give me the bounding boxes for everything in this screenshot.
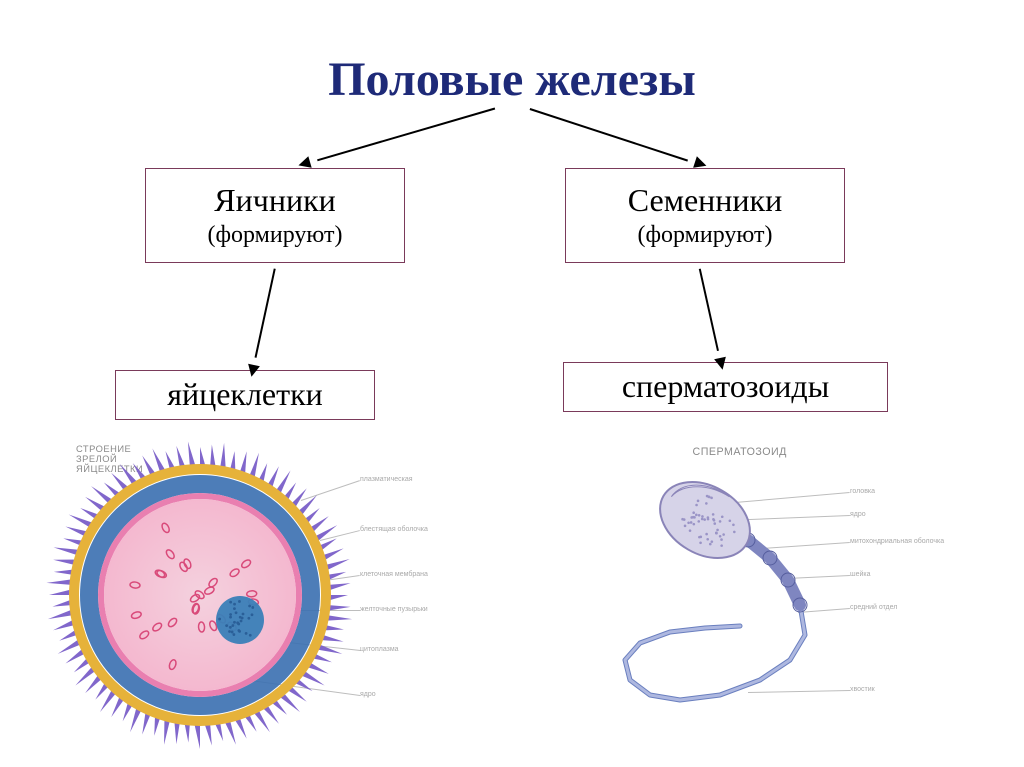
node-ovaries-label: Яичники [214, 183, 335, 218]
arrow-line [699, 269, 719, 352]
callout-label: блестящая оболочка [360, 526, 428, 533]
callout-label: хвостик [850, 686, 875, 693]
node-sperm-cells: сперматозоиды [563, 362, 888, 412]
arrow-head-icon [246, 364, 260, 378]
node-ovaries: Яичники (формируют) [145, 168, 405, 263]
node-testes-sublabel: (формируют) [638, 222, 773, 248]
callout-label: головка [850, 488, 875, 495]
page-title: Половые железы [0, 52, 1024, 107]
callout-label: желточные пузырьки [360, 606, 428, 613]
callout-label: плазматическая [360, 476, 413, 483]
callout-label: митохондриальная оболочка [850, 538, 944, 545]
callout-label: цитоплазма [360, 646, 399, 653]
callout-label: ядро [850, 511, 866, 518]
callout-label: ядро [360, 691, 376, 698]
arrow-line [255, 269, 276, 358]
node-egg-cells-label: яйцеклетки [167, 377, 323, 412]
node-testes: Семенники (формируют) [565, 168, 845, 263]
node-ovaries-sublabel: (формируют) [208, 222, 343, 248]
sperm-figure-title: СПЕРМАТОЗОИД [693, 446, 787, 458]
node-sperm-cells-label: сперматозоиды [622, 369, 829, 404]
arrow-line [530, 108, 688, 161]
callout-label: шейка [850, 571, 871, 578]
egg-figure-title: СТРОЕНИЕ ЗРЕЛОЙ ЯЙЦЕКЛЕТКИ [76, 444, 166, 474]
arrow-head-icon [714, 357, 728, 371]
callout-line [285, 610, 360, 611]
callout-label: клеточная мембрана [360, 571, 428, 578]
egg-figure-panel [70, 440, 440, 730]
node-egg-cells: яйцеклетки [115, 370, 375, 420]
callout-label: средний отдел [850, 604, 897, 611]
node-testes-label: Семенники [628, 183, 782, 218]
arrow-line [317, 108, 495, 161]
